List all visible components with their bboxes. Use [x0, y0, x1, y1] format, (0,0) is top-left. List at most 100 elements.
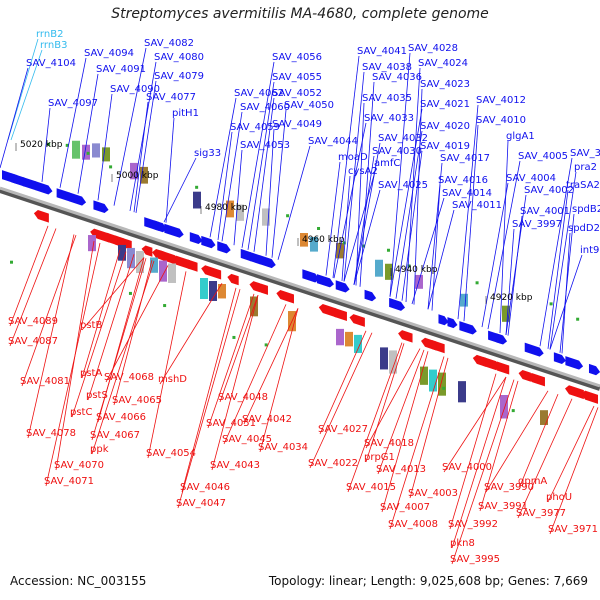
forward-gene-label: SAV_3997 [512, 219, 562, 230]
feature-tile [88, 235, 96, 252]
forward-gene-label: spdD2 [568, 223, 600, 234]
forward-gene-label-leader [389, 52, 411, 297]
reverse-gene-label-leader [485, 390, 549, 493]
forward-gene-label: SAV_4032 [378, 133, 428, 144]
forward-gene-label: SAV_4041 [357, 46, 407, 57]
forward-gene-label-leader [247, 81, 275, 250]
marker-dot [511, 409, 515, 413]
kbp-tick-label: 4920 kbp [490, 293, 533, 303]
reverse-gene-label: SAV_3977 [516, 508, 566, 519]
forward-gene-arrow [565, 356, 584, 370]
reverse-gene-label: SAV_4067 [90, 430, 140, 441]
reverse-gene-label-leader [219, 295, 259, 403]
reverse-gene-label-leader [71, 251, 127, 418]
feature-tile [236, 204, 244, 221]
reverse-gene-label: SAV_4022 [308, 458, 358, 469]
forward-gene-label-leader [353, 142, 381, 285]
kbp-ticks: 5020 kbp 5000 kbp 4980 kbp 4960 kbp 4940 kbp… [15, 140, 533, 304]
forward-gene-label-leader [165, 117, 175, 223]
reverse-gene-label-leader [159, 283, 223, 385]
feature-tile [375, 259, 383, 277]
marker-dot [317, 226, 321, 230]
accession-label: Accession: NC_003155 [10, 574, 147, 588]
reverse-gene-label: SAV_4078 [26, 428, 76, 439]
reverse-gene-label-leader [389, 356, 445, 530]
reverse-gene-label-leader [45, 242, 101, 487]
forward-gene-label-leader [41, 107, 51, 182]
marker-dot [109, 165, 113, 169]
marker-dot [362, 244, 366, 248]
reverse-gene-arrow [318, 304, 337, 318]
forward-gene-label-leader [0, 67, 29, 169]
reverse-gene-label-leader [105, 265, 169, 383]
reverse-gene-label-leader [319, 330, 367, 435]
reverse-gene-label: SAV_4047 [176, 498, 226, 509]
forward-gene-label: SAV_4001 [520, 206, 570, 217]
rrna-label-leader [7, 38, 39, 141]
forward-gene-arrow [438, 314, 449, 326]
reverse-gene-label: SAV_4015 [346, 482, 396, 493]
reverse-gene-label: SAV_4008 [388, 519, 438, 530]
forward-gene-label-leader [427, 209, 455, 310]
backbone-shadow [0, 187, 600, 391]
forward-gene-label: SAV_4053 [240, 140, 290, 151]
reverse-gene-arrow [581, 390, 598, 404]
kbp-tick-label: 4940 kbp [395, 265, 438, 275]
forward-gene-label: SAV_4094 [84, 48, 134, 59]
feature-tile [354, 334, 362, 353]
forward-gene-arrow [553, 352, 566, 364]
reverse-gene-label-leader [211, 295, 259, 471]
reverse-gene-label-leader [27, 234, 75, 439]
reverse-gene-label-leader [451, 376, 507, 549]
forward-gene-label-leader [97, 93, 113, 201]
forward-gene-label-leader [77, 73, 99, 194]
reverse-gene-arrow [349, 314, 365, 327]
feature-tile [502, 305, 510, 322]
reverse-gene-label-leader [81, 249, 121, 379]
kbp-tick-label: 4980 kbp [205, 203, 248, 213]
label-leaders [0, 38, 599, 565]
marker-dot [47, 142, 51, 146]
forward-gene-label: int9 [580, 245, 599, 256]
reverse-gene-label-leader [381, 351, 429, 513]
feature-tile [168, 263, 176, 283]
genome-backbone [0, 186, 600, 391]
forward-gene-label: SAV_4077 [146, 92, 196, 103]
forward-gene-label-leader [133, 101, 149, 213]
reverse-gene-label-leader [479, 380, 519, 512]
feature-tile [127, 247, 135, 269]
marker-dot [163, 304, 167, 308]
feature-tile [262, 208, 270, 226]
forward-gene-label-leader [547, 189, 569, 349]
reverse-gene-arrow [518, 369, 531, 382]
reverse-gene-label: SAV_4089 [8, 316, 58, 327]
marker-dot [386, 248, 390, 252]
reverse-gene-label-leader [517, 398, 573, 519]
reverse-gene-label-leader [113, 260, 153, 406]
forward-gene-label: SAV_4097 [48, 98, 98, 109]
reverse-gene-label: SAV_4013 [376, 464, 426, 475]
reverse-gene-label: gpmA [518, 476, 547, 487]
reverse-gene-label: SAV_4003 [408, 488, 458, 499]
forward-gene-label: SAV_4080 [154, 52, 204, 63]
forward-gene-arrow [69, 192, 87, 206]
forward-gene-label: SAV_4060 [240, 102, 290, 113]
feature-tile [140, 166, 148, 184]
forward-gene-label: sig33 [194, 148, 221, 159]
forward-gene-label: SAV_4028 [408, 43, 458, 54]
forward-gene-label-leader [333, 122, 367, 279]
reverse-gene-label-leader [549, 407, 599, 535]
reverse-gene-label-leader [443, 376, 507, 473]
forward-gene-label: SAV_4038 [362, 62, 412, 73]
reverse-gene-arrow [201, 265, 222, 280]
reverse-gene-label-leader [147, 271, 187, 459]
reverse-gene-label-leader [223, 304, 287, 445]
reverse-gene-label: SAV_3971 [548, 524, 598, 535]
reverse-gene-label: SAV_4065 [112, 395, 162, 406]
kbp-tick-label: 4960 kbp [302, 235, 345, 245]
reverse-gene-label: SAV_3995 [450, 554, 500, 565]
forward-gene-label-leader [549, 171, 577, 350]
forward-gene-label: SAV_4012 [476, 95, 526, 106]
